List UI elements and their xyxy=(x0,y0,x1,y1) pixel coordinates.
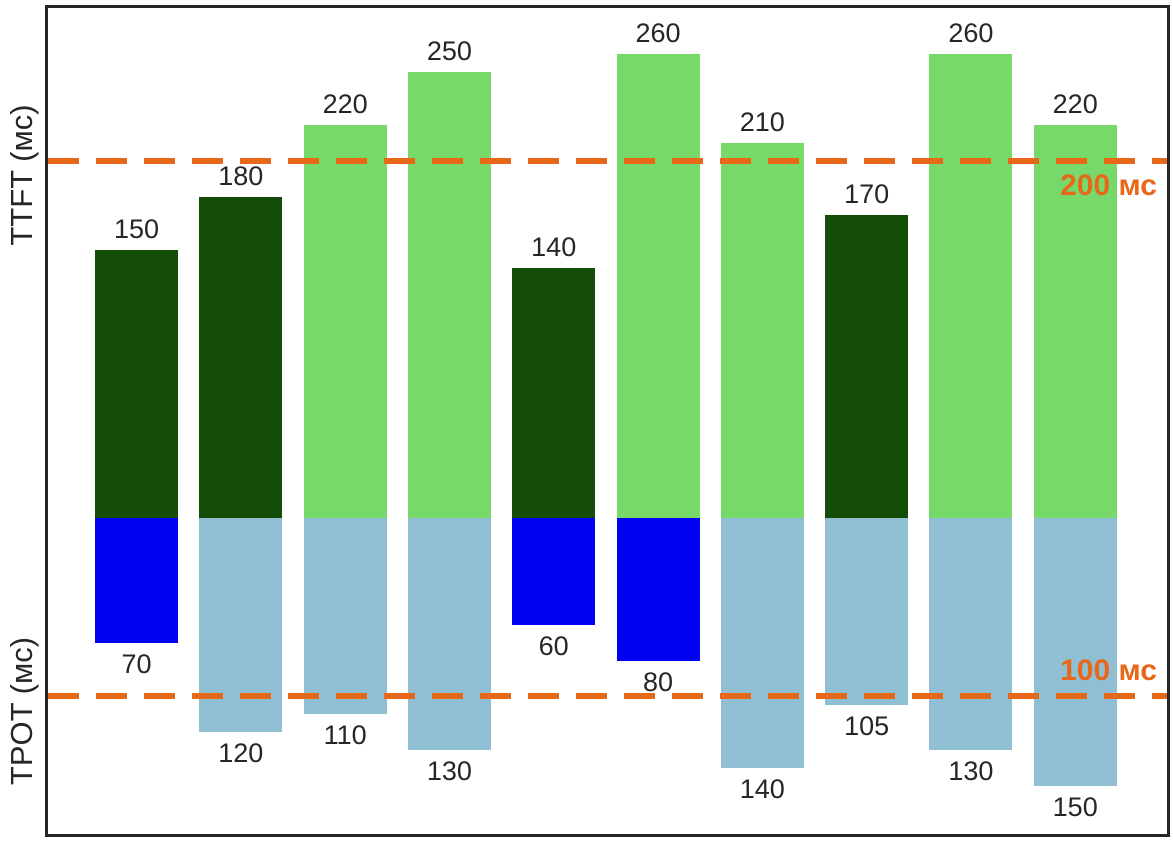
tpot-bar xyxy=(616,517,700,661)
tpot-bar xyxy=(407,517,491,750)
ttft-value-label: 220 xyxy=(322,88,368,119)
ttft-value-label: 220 xyxy=(1052,88,1098,119)
ttft-bar xyxy=(512,267,596,518)
tpot-value-label: 70 xyxy=(121,648,152,679)
ttft-value-label: 150 xyxy=(113,213,160,244)
ttft-bar xyxy=(1033,124,1117,518)
tpot-bar xyxy=(303,517,387,714)
ttft-bar xyxy=(929,53,1013,518)
plot-area: 200 мс 100 мс 150 180 220 250 140 260 210 170 26… xyxy=(48,8,1167,834)
ttft-value-label: 250 xyxy=(426,35,472,66)
ttft-bar xyxy=(303,124,387,518)
ttft-value-label: 170 xyxy=(844,178,890,209)
tpot-bar xyxy=(720,517,804,768)
tpot-bar xyxy=(825,517,909,705)
tpot-value-label: 120 xyxy=(218,737,264,768)
tpot-value-label: 105 xyxy=(844,710,890,741)
threshold-label-200ms: 200 мс xyxy=(1060,168,1157,202)
threshold-line-100ms xyxy=(48,693,1167,699)
tpot-value-label: 130 xyxy=(426,755,472,786)
ttft-bar xyxy=(199,196,283,518)
ttft-bar xyxy=(407,71,491,518)
tpot-bar xyxy=(1033,517,1117,786)
tpot-value-label: 80 xyxy=(642,666,674,697)
ttft-value-label: 140 xyxy=(531,231,577,262)
ttft-value-label: 260 xyxy=(948,17,994,48)
tpot-bar xyxy=(512,517,596,625)
tpot-bar xyxy=(95,517,178,643)
ttft-bar xyxy=(616,53,700,518)
tpot-value-label: 110 xyxy=(323,719,367,750)
y-axis-label-tpot: TPOT (мс) xyxy=(4,636,39,786)
ttft-value-label: 260 xyxy=(635,17,681,48)
tpot-value-label: 130 xyxy=(948,755,994,786)
ttft-bar xyxy=(720,142,804,518)
plot-frame: 200 мс 100 мс 150 180 220 250 140 260 210 170 26… xyxy=(45,5,1170,837)
threshold-label-100ms: 100 мс xyxy=(1060,654,1157,687)
ttft-bar xyxy=(95,249,178,518)
y-axis-label-ttft: TTFT (мс) xyxy=(4,104,39,246)
ttft-value-label: 180 xyxy=(218,160,264,191)
tpot-value-label: 140 xyxy=(739,773,785,804)
tpot-value-label: 150 xyxy=(1052,791,1098,822)
tpot-bar xyxy=(929,517,1013,750)
ttft-bar xyxy=(825,214,909,518)
tpot-bar xyxy=(199,517,283,732)
threshold-line-200ms xyxy=(48,157,1167,164)
tpot-value-label: 60 xyxy=(538,630,569,661)
ttft-value-label: 210 xyxy=(739,106,785,137)
